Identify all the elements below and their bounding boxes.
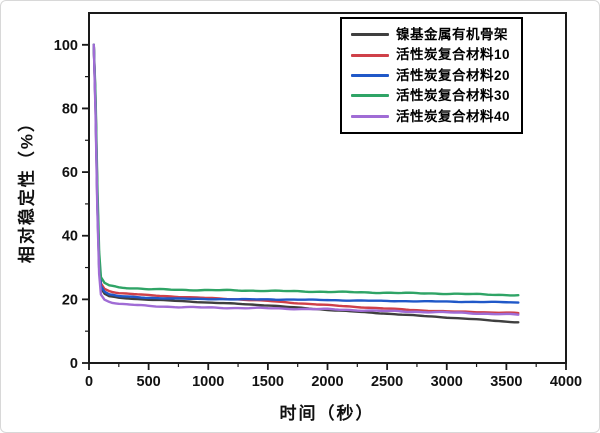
legend-line-swatch (351, 94, 389, 98)
y-axis-title: 相对稳定性（%） (17, 112, 37, 264)
legend-line-swatch (351, 73, 389, 77)
series-line-3 (92, 43, 520, 304)
x-tick-label: 3500 (490, 374, 522, 390)
plot-frame (88, 12, 567, 364)
y-tick-label: 40 (62, 229, 78, 245)
legend-item: 活性炭复合材料20 (342, 69, 521, 83)
legend: 镍基金属有机骨架 活性炭复合材料10 活性炭复合材料20 活性炭复合材料30 活性炭复合… (340, 17, 523, 134)
y-tick-label: 100 (54, 38, 78, 54)
legend-item-label: 活性炭复合材料10 (396, 47, 511, 63)
x-axis-title: 时间（秒） (279, 404, 375, 423)
y-tick-label: 80 (62, 101, 78, 117)
legend-item-label: 活性炭复合材料30 (396, 88, 511, 104)
series-line-4 (92, 43, 520, 297)
x-tick-label: 4000 (550, 374, 582, 390)
legend-item-label: 镍基金属有机骨架 (396, 26, 508, 42)
legend-item-label: 活性炭复合材料20 (396, 67, 511, 83)
y-tick-label: 0 (70, 356, 78, 372)
legend-line-swatch (351, 33, 389, 37)
legend-item: 镍基金属有机骨架 (342, 28, 521, 42)
y-axis-ticks: 0 20 40 60 80 100 (54, 38, 89, 372)
x-tick-label: 2500 (371, 374, 403, 390)
legend-item-label: 活性炭复合材料40 (396, 108, 511, 124)
x-tick-label: 0 (85, 374, 93, 390)
x-tick-label: 1000 (192, 374, 224, 390)
legend-item: 活性炭复合材料10 (342, 48, 521, 62)
x-tick-label: 2000 (311, 374, 343, 390)
x-tick-label: 1500 (252, 374, 284, 390)
series-line-1 (92, 43, 520, 324)
x-tick-label: 3000 (431, 374, 463, 390)
x-axis-ticks: 0 500 1000 1500 2000 2500 3000 3500 4000 (85, 363, 582, 390)
y-tick-label: 20 (62, 292, 78, 308)
x-tick-label: 500 (137, 374, 161, 390)
legend-line-swatch (351, 53, 389, 57)
legend-line-swatch (351, 114, 389, 118)
y-tick-label: 60 (62, 165, 78, 181)
legend-item: 活性炭复合材料30 (342, 89, 521, 103)
legend-item: 活性炭复合材料40 (342, 110, 521, 124)
series-line-5 (92, 43, 520, 316)
